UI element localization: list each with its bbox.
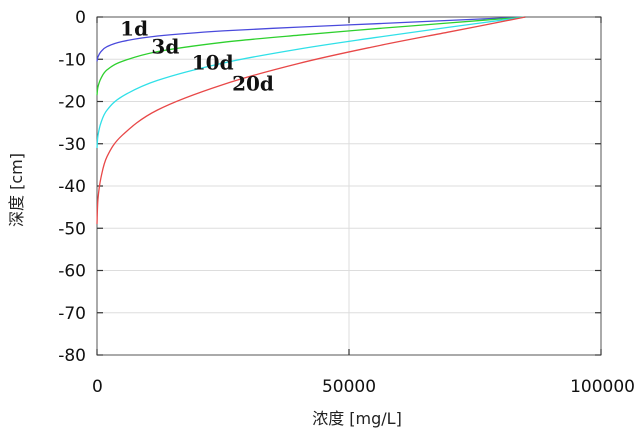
y-tick-label: -50 — [58, 219, 86, 239]
series-line-3d — [96, 16, 526, 96]
curve-label-3d: 3d — [151, 34, 179, 58]
x-axis-title: 浓度 [mg/L] — [312, 409, 402, 428]
y-tick-label: -80 — [58, 346, 86, 366]
curve-label-20d: 20d — [232, 72, 274, 96]
y-tick-label: -30 — [58, 135, 86, 155]
curve-label-1d: 1d — [120, 17, 148, 41]
grid — [96, 16, 602, 356]
y-tick-label: -20 — [58, 93, 86, 113]
y-tick-label: -10 — [58, 50, 86, 70]
x-axis: 0 50000 100000 — [92, 17, 635, 397]
y-tick-label: 0 — [75, 8, 86, 28]
curve-label-10d: 10d — [192, 50, 234, 74]
y-tick-label: -40 — [58, 177, 86, 197]
y-axis-title: 深度 [cm] — [7, 153, 26, 227]
series-line-20d — [96, 16, 526, 225]
y-tick-label: -70 — [58, 304, 86, 324]
series-line-1d — [96, 16, 526, 62]
y-axis: 0 -10 -20 -30 -40 -50 -60 -70 -80 — [58, 8, 601, 366]
series-group — [96, 16, 526, 225]
x-tick-label: 100000 — [570, 377, 635, 397]
y-tick-label: -60 — [58, 262, 86, 282]
x-tick-label: 50000 — [322, 377, 376, 397]
series-line-10d — [96, 16, 526, 149]
x-tick-label: 0 — [92, 377, 103, 397]
